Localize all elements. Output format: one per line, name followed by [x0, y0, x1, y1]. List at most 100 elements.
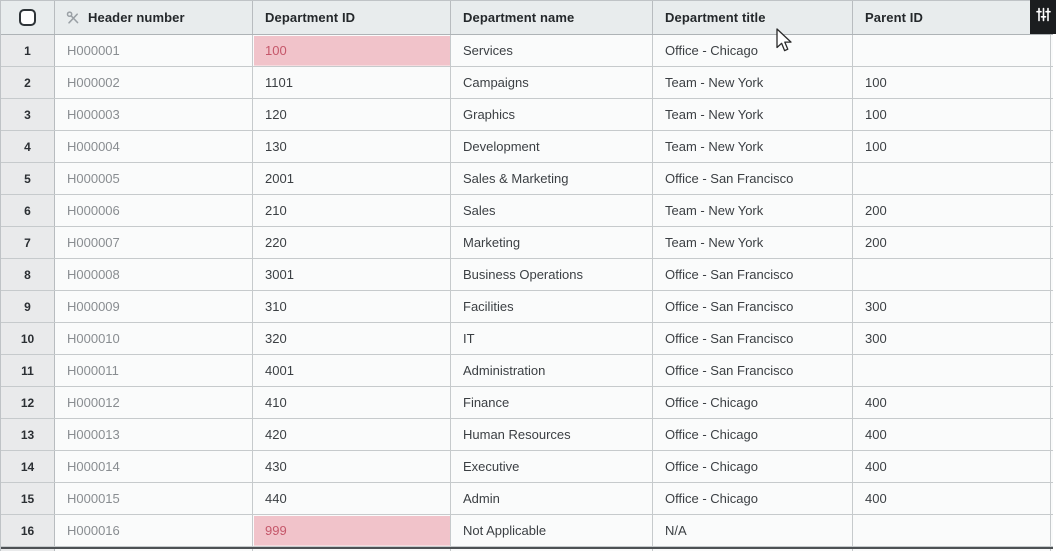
cell-header-number[interactable]: H000012 [55, 387, 253, 418]
cell-department-name[interactable]: Graphics [451, 99, 653, 130]
column-header-header-number[interactable]: Header number [55, 1, 253, 34]
cell-header-number[interactable]: H000009 [55, 291, 253, 322]
cell-parent-id[interactable]: 400 [853, 483, 1051, 514]
cell-parent-id[interactable] [853, 259, 1051, 290]
row-number-cell[interactable]: 1 [1, 35, 55, 66]
cell-department-name[interactable]: IT [451, 323, 653, 354]
row-number-cell[interactable]: 6 [1, 195, 55, 226]
column-header-department-id[interactable]: Department ID [253, 1, 451, 34]
cell-department-id[interactable]: 3001 [253, 259, 451, 290]
row-number-cell[interactable]: 4 [1, 131, 55, 162]
cell-department-title[interactable]: Office - San Francisco [653, 163, 853, 194]
cell-department-title[interactable]: Office - San Francisco [653, 323, 853, 354]
row-number-cell[interactable]: 9 [1, 291, 55, 322]
cell-parent-id[interactable] [853, 35, 1051, 66]
row-number-cell[interactable]: 7 [1, 227, 55, 258]
cell-department-title[interactable]: Office - Chicago [653, 483, 853, 514]
cell-department-title[interactable]: Team - New York [653, 227, 853, 258]
cell-parent-id[interactable] [853, 355, 1051, 386]
cell-department-title[interactable]: Office - Chicago [653, 387, 853, 418]
cell-parent-id[interactable]: 200 [853, 227, 1051, 258]
cell-department-id[interactable]: 4001 [253, 355, 451, 386]
cell-department-id[interactable]: 420 [253, 419, 451, 450]
cell-department-title[interactable]: Office - San Francisco [653, 355, 853, 386]
cell-department-name[interactable]: Human Resources [451, 419, 653, 450]
cell-department-name[interactable]: Admin [451, 483, 653, 514]
cell-header-number[interactable]: H000013 [55, 419, 253, 450]
cell-department-title[interactable]: Office - Chicago [653, 451, 853, 482]
cell-department-title[interactable]: N/A [653, 515, 853, 546]
column-header-parent-id[interactable]: Parent ID [853, 1, 1051, 34]
cell-department-id[interactable]: 2001 [253, 163, 451, 194]
cell-parent-id[interactable] [853, 515, 1051, 546]
row-number-cell[interactable]: 8 [1, 259, 55, 290]
cell-parent-id[interactable]: 100 [853, 67, 1051, 98]
cell-department-title[interactable]: Office - San Francisco [653, 259, 853, 290]
cell-department-id[interactable]: 320 [253, 323, 451, 354]
cell-department-id[interactable]: 130 [253, 131, 451, 162]
row-number-cell[interactable]: 5 [1, 163, 55, 194]
cell-department-title[interactable]: Team - New York [653, 67, 853, 98]
cell-header-number[interactable]: H000001 [55, 35, 253, 66]
row-number-cell[interactable]: 12 [1, 387, 55, 418]
cell-department-title[interactable]: Team - New York [653, 99, 853, 130]
select-all-checkbox[interactable] [19, 9, 36, 26]
cell-department-name[interactable]: Sales [451, 195, 653, 226]
cell-parent-id[interactable]: 200 [853, 195, 1051, 226]
cell-header-number[interactable]: H000006 [55, 195, 253, 226]
cell-parent-id[interactable]: 300 [853, 323, 1051, 354]
row-number-cell[interactable]: 13 [1, 419, 55, 450]
cell-header-number[interactable]: H000005 [55, 163, 253, 194]
cell-department-id[interactable]: 410 [253, 387, 451, 418]
cell-department-name[interactable]: Administration [451, 355, 653, 386]
cell-header-number[interactable]: H000007 [55, 227, 253, 258]
cell-parent-id[interactable] [853, 163, 1051, 194]
cell-department-id[interactable]: 310 [253, 291, 451, 322]
cell-header-number[interactable]: H000015 [55, 483, 253, 514]
cell-parent-id[interactable]: 400 [853, 419, 1051, 450]
cell-department-id[interactable]: 440 [253, 483, 451, 514]
row-number-cell[interactable]: 2 [1, 67, 55, 98]
cell-department-name[interactable]: Business Operations [451, 259, 653, 290]
cell-department-name[interactable]: Executive [451, 451, 653, 482]
column-header-department-title[interactable]: Department title [653, 1, 853, 34]
cell-department-name[interactable]: Development [451, 131, 653, 162]
cell-header-number[interactable]: H000011 [55, 355, 253, 386]
cell-header-number[interactable]: H000004 [55, 131, 253, 162]
cell-department-title[interactable]: Office - San Francisco [653, 291, 853, 322]
cell-parent-id[interactable]: 400 [853, 387, 1051, 418]
table-options-button[interactable] [1030, 0, 1056, 34]
cell-header-number[interactable]: H000008 [55, 259, 253, 290]
cell-department-title[interactable]: Team - New York [653, 131, 853, 162]
cell-header-number[interactable]: H000002 [55, 67, 253, 98]
cell-department-id[interactable]: 999 [253, 515, 451, 546]
cell-department-id[interactable]: 430 [253, 451, 451, 482]
row-number-cell[interactable]: 15 [1, 483, 55, 514]
cell-department-title[interactable]: Office - Chicago [653, 419, 853, 450]
cell-department-id[interactable]: 220 [253, 227, 451, 258]
cell-department-title[interactable]: Office - Chicago [653, 35, 853, 66]
row-number-cell[interactable]: 16 [1, 515, 55, 546]
cell-parent-id[interactable]: 400 [853, 451, 1051, 482]
cell-department-name[interactable]: Sales & Marketing [451, 163, 653, 194]
cell-header-number[interactable]: H000003 [55, 99, 253, 130]
column-header-department-name[interactable]: Department name [451, 1, 653, 34]
cell-department-name[interactable]: Finance [451, 387, 653, 418]
cell-parent-id[interactable]: 300 [853, 291, 1051, 322]
cell-department-name[interactable]: Facilities [451, 291, 653, 322]
cell-parent-id[interactable]: 100 [853, 99, 1051, 130]
cell-department-name[interactable]: Marketing [451, 227, 653, 258]
cell-department-id[interactable]: 100 [253, 35, 451, 66]
row-number-cell[interactable]: 11 [1, 355, 55, 386]
cell-department-name[interactable]: Campaigns [451, 67, 653, 98]
cell-department-id[interactable]: 120 [253, 99, 451, 130]
cell-header-number[interactable]: H000014 [55, 451, 253, 482]
cell-parent-id[interactable]: 100 [853, 131, 1051, 162]
row-number-cell[interactable]: 14 [1, 451, 55, 482]
cell-department-id[interactable]: 1101 [253, 67, 451, 98]
row-number-cell[interactable]: 3 [1, 99, 55, 130]
cell-header-number[interactable]: H000016 [55, 515, 253, 546]
row-number-cell[interactable]: 10 [1, 323, 55, 354]
cell-department-name[interactable]: Not Applicable [451, 515, 653, 546]
cell-department-name[interactable]: Services [451, 35, 653, 66]
